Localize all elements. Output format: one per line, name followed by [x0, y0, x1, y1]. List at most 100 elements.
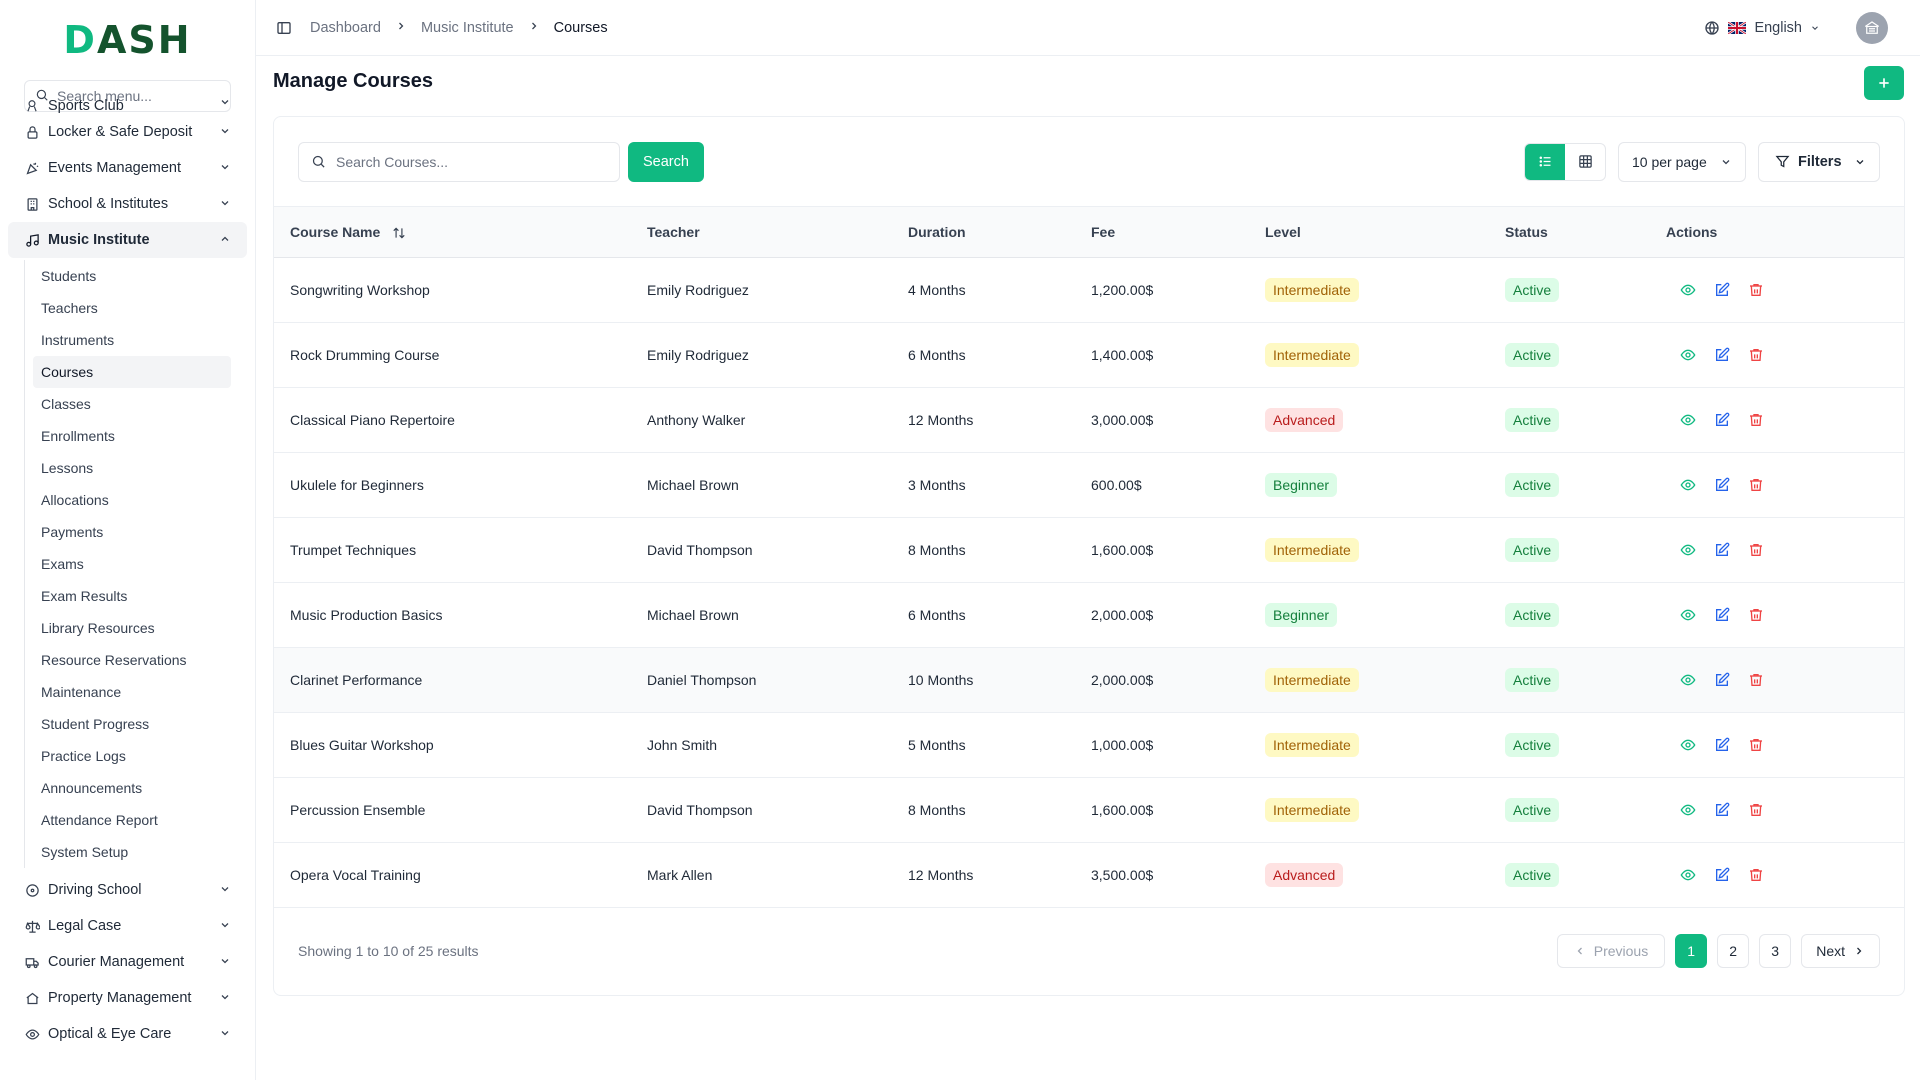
submenu-item-practice-logs[interactable]: Practice Logs	[41, 748, 126, 764]
edit-icon[interactable]	[1714, 477, 1730, 493]
sidebar-item-courier[interactable]: Courier Management	[8, 944, 247, 980]
avatar[interactable]	[1856, 11, 1888, 44]
submenu-item-allocations[interactable]: Allocations	[41, 492, 109, 508]
cell-status: Active	[1489, 257, 1650, 322]
delete-icon[interactable]	[1748, 802, 1764, 818]
submenu-item-resource-reservations[interactable]: Resource Reservations	[41, 652, 187, 668]
submenu-item-payments[interactable]: Payments	[41, 524, 104, 540]
submenu-item-teachers[interactable]: Teachers	[41, 300, 98, 316]
submenu-item-attendance-report[interactable]: Attendance Report	[41, 812, 158, 828]
edit-icon[interactable]	[1714, 737, 1730, 753]
submenu-item-classes[interactable]: Classes	[41, 396, 91, 412]
breadcrumb-dashboard[interactable]: Dashboard	[310, 19, 381, 36]
cell-actions	[1650, 387, 1904, 452]
sidebar-item-music-institute[interactable]: Music Institute	[8, 222, 247, 258]
page-button-1[interactable]: 1	[1675, 933, 1708, 968]
grid-view-button[interactable]	[1565, 144, 1605, 180]
delete-icon[interactable]	[1748, 282, 1764, 298]
courses-table: Course Name Teacher Duration Fee Level S…	[274, 207, 1904, 908]
previous-page-button[interactable]: Previous	[1556, 933, 1666, 968]
edit-icon[interactable]	[1714, 347, 1730, 363]
level-badge: Intermediate	[1265, 732, 1359, 757]
sidebar-item-legal-case[interactable]: Legal Case	[8, 908, 247, 944]
submenu-item-students[interactable]: Students	[41, 268, 97, 284]
globe-icon	[1704, 20, 1720, 36]
logo[interactable]: DASH	[0, 0, 255, 80]
sidebar-search[interactable]: Search menu...	[24, 80, 231, 112]
sports-icon	[24, 98, 40, 114]
submenu-item-instruments[interactable]: Instruments	[41, 332, 115, 348]
submenu-item-exam-results[interactable]: Exam Results	[41, 588, 128, 604]
sidebar-item-optical[interactable]: Optical & Eye Care	[8, 1016, 247, 1052]
chevron-down-icon	[219, 197, 231, 213]
delete-icon[interactable]	[1748, 347, 1764, 363]
cell-duration: 5 Months	[908, 736, 966, 753]
sidebar-item-property[interactable]: Property Management	[8, 980, 247, 1016]
topbar: Dashboard Music Institute Courses Englis…	[256, 0, 1920, 56]
edit-icon[interactable]	[1714, 542, 1730, 558]
view-icon[interactable]	[1680, 412, 1696, 428]
view-icon[interactable]	[1680, 867, 1696, 883]
submenu-item-student-progress[interactable]: Student Progress	[41, 716, 150, 732]
submenu-item-system-setup[interactable]: System Setup	[41, 844, 129, 860]
view-icon[interactable]	[1680, 737, 1696, 753]
view-icon[interactable]	[1680, 607, 1696, 623]
filters-button[interactable]: Filters	[1758, 141, 1880, 182]
submenu-item-maintenance[interactable]: Maintenance	[41, 684, 122, 700]
edit-icon[interactable]	[1714, 282, 1730, 298]
sidebar-item-locker[interactable]: Locker & Safe Deposit	[8, 114, 247, 150]
col-actions: Actions	[1666, 223, 1718, 240]
page-button-3[interactable]: 3	[1759, 933, 1792, 968]
property-icon	[24, 990, 40, 1006]
search-button[interactable]: Search	[628, 141, 704, 182]
language-selector[interactable]: English	[1704, 20, 1820, 36]
submenu-item-enrollments[interactable]: Enrollments	[41, 428, 115, 444]
delete-icon[interactable]	[1748, 477, 1764, 493]
breadcrumb-music-institute[interactable]: Music Institute	[420, 19, 514, 36]
view-icon[interactable]	[1680, 347, 1696, 363]
chevron-up-icon	[219, 233, 231, 249]
view-icon[interactable]	[1680, 802, 1696, 818]
sidebar-item-school[interactable]: School & Institutes	[8, 186, 247, 222]
status-badge: Active	[1505, 407, 1560, 432]
per-page-select[interactable]: 10 per page	[1618, 141, 1746, 182]
edit-icon[interactable]	[1714, 867, 1730, 883]
submenu-item-courses[interactable]: Courses	[33, 356, 231, 388]
add-course-button[interactable]	[1864, 66, 1904, 100]
sidebar-item-events[interactable]: Events Management	[8, 150, 247, 186]
submenu-item-exams[interactable]: Exams	[41, 556, 84, 572]
col-course-name[interactable]: Course Name	[274, 207, 631, 257]
delete-icon[interactable]	[1748, 737, 1764, 753]
list-view-button[interactable]	[1525, 143, 1565, 180]
col-level: Level	[1265, 223, 1301, 240]
view-icon[interactable]	[1680, 542, 1696, 558]
view-icon[interactable]	[1680, 672, 1696, 688]
scale-icon	[24, 918, 40, 934]
sidebar-item-driving-school[interactable]: Driving School	[8, 872, 247, 908]
edit-icon[interactable]	[1714, 412, 1730, 428]
page-button-2[interactable]: 2	[1717, 933, 1750, 968]
delete-icon[interactable]	[1748, 412, 1764, 428]
next-page-button[interactable]: Next	[1801, 933, 1880, 968]
sidebar-toggle-icon[interactable]	[276, 20, 292, 36]
submenu-item-announcements[interactable]: Announcements	[41, 780, 143, 796]
cell-fee: 600.00$	[1091, 476, 1142, 493]
view-icon[interactable]	[1680, 282, 1696, 298]
edit-icon[interactable]	[1714, 802, 1730, 818]
delete-icon[interactable]	[1748, 867, 1764, 883]
cell-actions	[1650, 517, 1904, 582]
cell-level: Intermediate	[1249, 257, 1489, 322]
delete-icon[interactable]	[1748, 607, 1764, 623]
submenu-item-lessons[interactable]: Lessons	[41, 460, 94, 476]
submenu-item-library-resources[interactable]: Library Resources	[41, 620, 155, 636]
course-search-input[interactable]	[336, 153, 596, 170]
sidebar-item-sports-club[interactable]: Sports Club	[8, 92, 247, 114]
status-badge: Active	[1505, 537, 1560, 562]
previous-label: Previous	[1593, 942, 1649, 959]
delete-icon[interactable]	[1748, 542, 1764, 558]
edit-icon[interactable]	[1714, 607, 1730, 623]
cell-duration: 8 Months	[908, 801, 966, 818]
view-icon[interactable]	[1680, 477, 1696, 493]
edit-icon[interactable]	[1714, 672, 1730, 688]
delete-icon[interactable]	[1748, 672, 1764, 688]
